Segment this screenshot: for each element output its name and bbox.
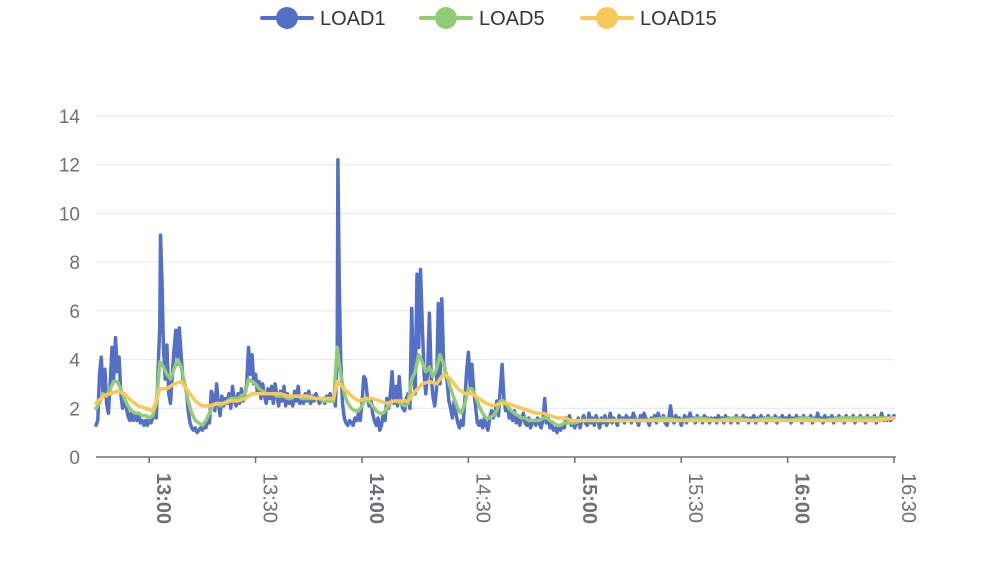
y-tick-label: 8 [69,253,80,274]
x-axis: 13:00 13:30 14:00 14:30 15:00 15:30 16:00 16:30 [96,456,919,524]
y-tick-label: 4 [69,351,80,372]
series-lines[interactable] [94,158,896,435]
legend-item-load5[interactable]: LOAD5 [419,7,545,30]
y-axis: 0 2 4 6 8 10 12 14 [59,107,81,469]
series-line-load1[interactable] [94,158,896,435]
x-tick-label: 15:00 [578,473,600,524]
legend-label: LOAD15 [640,8,717,30]
x-tick-label: 13:30 [259,473,281,523]
x-tick-label: 14:30 [471,473,493,523]
x-tick-label: 15:30 [684,473,706,523]
y-tick-label: 10 [59,204,80,225]
y-tick-label: 2 [69,399,80,420]
gridlines [96,115,894,409]
legend-marker-icon [276,7,298,29]
y-tick-label: 14 [59,107,81,128]
y-tick-label: 6 [69,302,80,323]
series-line-load15[interactable] [94,372,896,423]
x-tick-label: 16:30 [897,473,919,523]
y-tick-label: 12 [59,156,80,177]
x-tick-label: 16:00 [791,473,813,524]
legend-marker-icon [435,7,457,29]
series-line-load5[interactable] [94,345,896,428]
legend-label: LOAD1 [320,8,386,30]
legend-item-load15[interactable]: LOAD15 [580,7,717,30]
y-tick-label: 0 [69,448,80,469]
legend-item-load1[interactable]: LOAD1 [260,7,386,30]
legend[interactable]: LOAD1 LOAD5 LOAD15 [260,7,717,30]
x-tick-label: 14:00 [365,473,387,524]
legend-marker-icon [596,7,618,29]
legend-label: LOAD5 [479,8,545,30]
x-tick-label: 13:00 [152,473,174,524]
